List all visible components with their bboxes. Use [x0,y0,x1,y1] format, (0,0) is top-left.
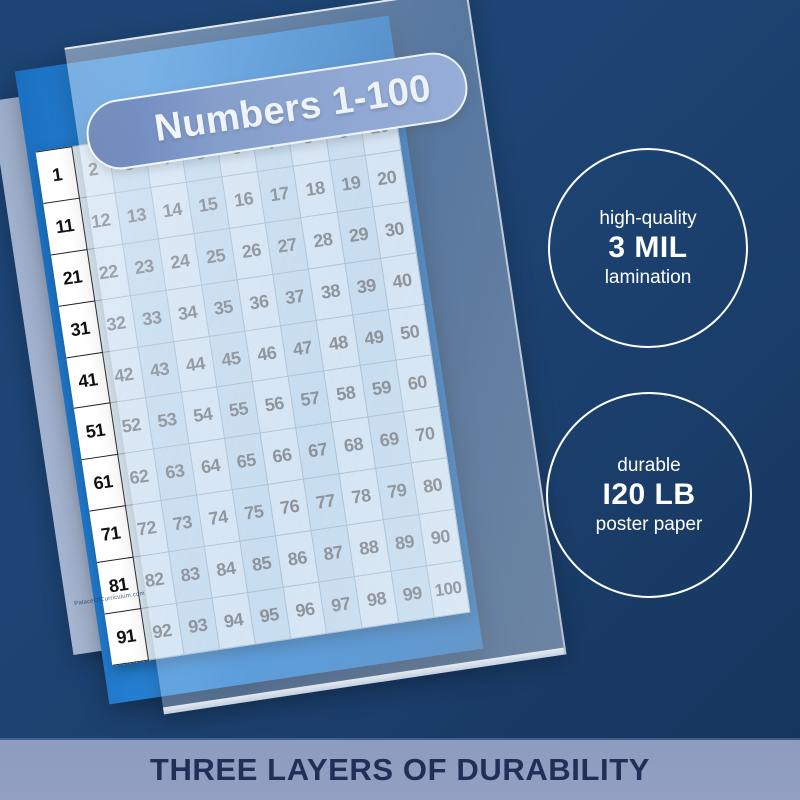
bottom-banner: THREE LAYERS OF DURABILITY [0,740,800,800]
number-grid: 1234567891011121314151617181920212223242… [35,98,471,666]
feature-paper-line1: durable [617,454,681,476]
number-cell: 80 [411,457,455,515]
number-cell: 50 [388,303,432,361]
feature-paper-line3: poster paper [595,514,703,535]
feature-paper-value: I20 LB [602,478,696,511]
number-grid-table: 1234567891011121314151617181920212223242… [35,98,471,666]
number-cell: 30 [372,201,417,258]
poster-number-chart: 1234567891011121314151617181920212223242… [35,98,471,666]
feature-badge-poster-paper: durable I20 LB poster paper [546,392,752,598]
feature-lamination-line1: high-quality [599,207,697,229]
number-cell: 100 [426,560,470,618]
banner-divider [0,738,800,740]
feature-lamination-line3: lamination [604,267,692,288]
number-cell: 40 [380,252,424,310]
number-cell: 60 [395,355,440,412]
feature-lamination-value: 3 MIL [608,231,688,264]
feature-badge-lamination: high-quality 3 MIL lamination [548,148,748,348]
number-cell: 20 [364,149,409,207]
number-cell: 90 [418,509,463,566]
number-cell: 70 [403,406,447,464]
banner-headline: THREE LAYERS OF DURABILITY [149,752,651,787]
